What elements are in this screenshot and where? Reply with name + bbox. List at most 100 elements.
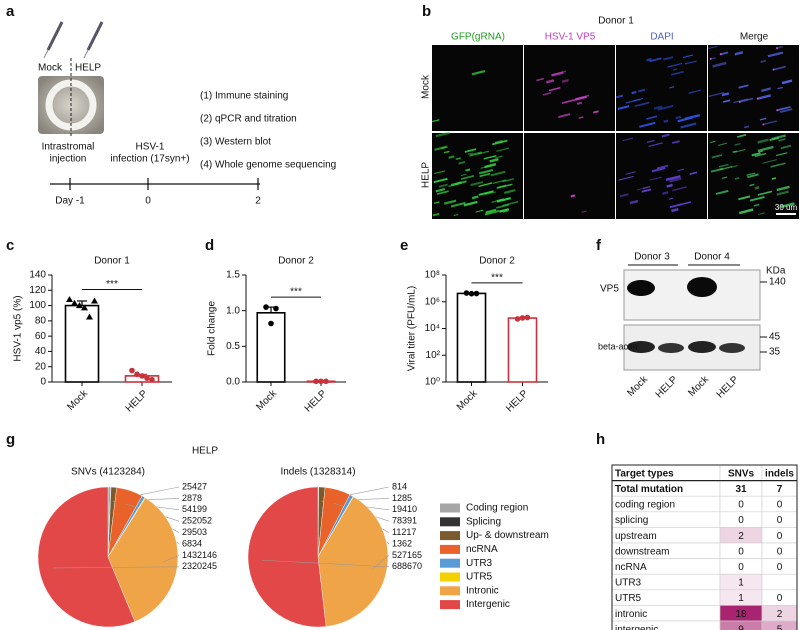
image-streak [448, 182, 460, 188]
image-streak [561, 78, 569, 83]
legend-swatch [440, 517, 460, 527]
scale-bar-label: 30 um [775, 203, 798, 212]
image-streak [633, 97, 643, 102]
image-streak [666, 183, 673, 188]
image-streak [639, 121, 656, 128]
image-streak [634, 101, 650, 107]
blot-band [688, 341, 716, 353]
image-streak [718, 142, 728, 146]
image-streak [778, 138, 786, 142]
table-text: 9 [738, 624, 744, 630]
table-text: 0 [738, 515, 744, 526]
panel-label: f [596, 237, 602, 254]
y-tick-label: 10⁰ [425, 377, 440, 388]
image-dot [772, 68, 775, 71]
image-streak [546, 79, 555, 84]
panel-b: Donor 1 GFP(gRNA) HSV-1 VP5 DAPI Merge M… [421, 16, 769, 188]
y-tick-label: 100 [29, 300, 46, 311]
y-tick-label: 0.0 [226, 377, 240, 388]
image-streak [434, 170, 446, 175]
image-streak [680, 122, 697, 129]
image-streak [746, 172, 756, 176]
image-streak [753, 203, 760, 207]
panel-label: g [6, 431, 15, 448]
image-streak [688, 89, 701, 94]
image-streak [749, 183, 755, 187]
image-streak [646, 139, 655, 144]
table-text: ncRNA [615, 562, 647, 573]
image-streak [738, 208, 754, 215]
y-axis-label: Viral titer (PFU/mL) [407, 286, 418, 371]
table-text: downstream [615, 546, 669, 557]
protein-label: beta-actin [598, 341, 638, 351]
image-streak [781, 79, 793, 85]
image-streak [684, 60, 697, 65]
pie-slice [107, 497, 179, 622]
image-streak [738, 84, 749, 89]
image-streak [776, 190, 789, 196]
slice-label: 6834 [182, 538, 202, 548]
y-tick-label: 120 [29, 285, 46, 296]
image-streak [578, 116, 584, 119]
image-streak [617, 105, 630, 110]
step-label: infection (17syn+) [110, 154, 189, 165]
image-streak [470, 181, 484, 187]
y-tick-label: 0 [40, 377, 46, 388]
image-streak [431, 119, 440, 123]
legend-label: Splicing [466, 516, 501, 527]
image-streak [762, 159, 777, 164]
table-text: UTR3 [615, 578, 642, 589]
image-dot [709, 57, 712, 60]
image-streak [433, 177, 448, 184]
donor-label: Donor 3 [634, 252, 670, 263]
pie-slice [37, 486, 136, 628]
legend-swatch [440, 531, 460, 541]
slice-label: 2320245 [182, 561, 217, 571]
table-text: 0 [777, 593, 783, 604]
image-streak [592, 110, 599, 114]
image-streak [779, 108, 793, 113]
lane-label: Mock [625, 374, 650, 399]
table-text: 0 [777, 562, 783, 573]
timeline-label: 2 [255, 196, 261, 207]
image-streak [759, 117, 767, 121]
image-streak [771, 134, 786, 141]
image-streak [649, 57, 662, 63]
image-streak [570, 194, 576, 198]
table-text: coding region [615, 500, 675, 511]
image-streak [629, 199, 639, 205]
image-streak [471, 70, 486, 76]
image-streak [499, 208, 510, 213]
image-streak [450, 201, 466, 208]
marker-label: 140 [769, 277, 786, 288]
image-streak [484, 209, 500, 216]
image-streak [663, 56, 674, 61]
image-streak [615, 94, 624, 99]
image-streak [670, 70, 685, 76]
image-streak [576, 101, 582, 105]
x-tick-label: Mock [65, 388, 90, 413]
column-label: DAPI [650, 32, 673, 43]
leader-line [262, 559, 390, 568]
legend-label: UTR5 [466, 572, 493, 583]
data-point [323, 378, 329, 385]
table-text: 2 [738, 531, 744, 542]
image-streak [575, 95, 587, 101]
data-point [139, 373, 145, 379]
image-streak [618, 175, 634, 181]
data-point [263, 304, 269, 310]
data-point [318, 378, 324, 385]
chart-title: Donor 2 [479, 256, 515, 267]
image-streak [464, 148, 477, 153]
image-streak [751, 152, 761, 157]
data-point [71, 299, 78, 306]
table-text: intronic [615, 609, 647, 620]
slice-label: 1285 [392, 493, 412, 503]
image-streak [496, 147, 510, 152]
panel-label: e [400, 237, 408, 254]
image-streak [734, 142, 741, 146]
leader-line [53, 566, 180, 569]
y-tick-label: 10² [426, 350, 441, 361]
slice-label: 29503 [182, 527, 207, 537]
image-streak [757, 145, 774, 153]
